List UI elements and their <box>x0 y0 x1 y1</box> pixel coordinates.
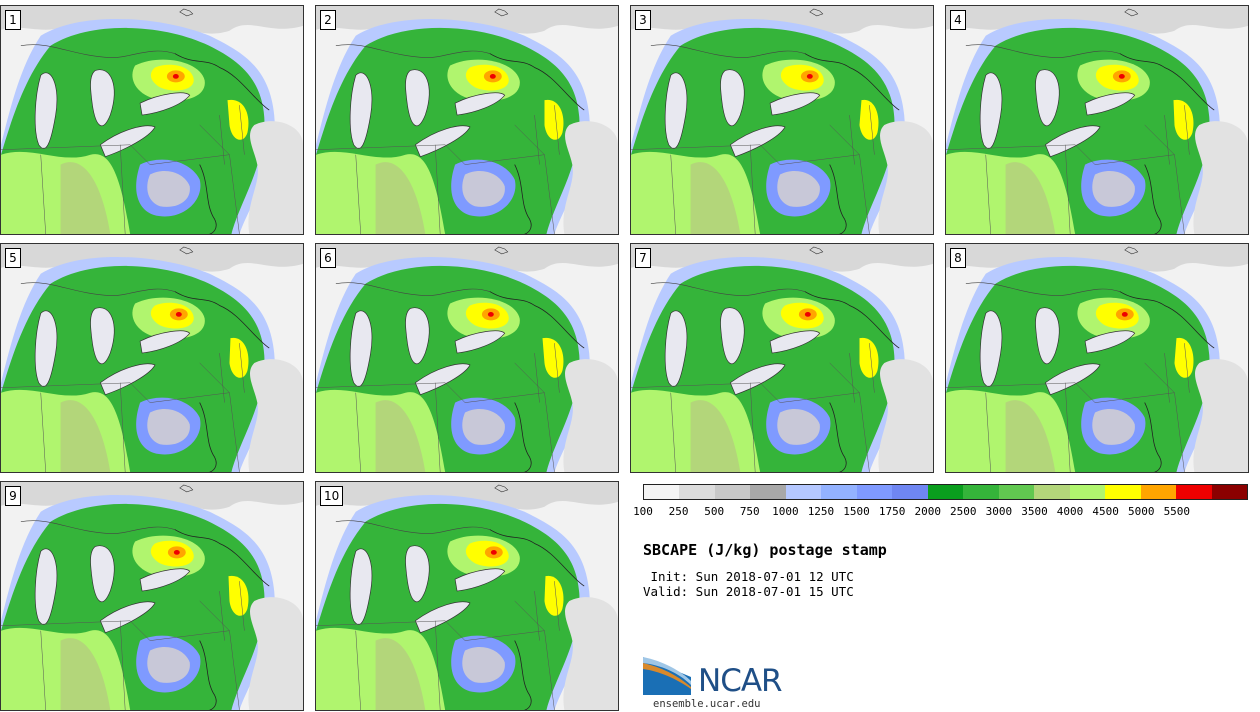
colorbar-swatch <box>644 485 680 499</box>
colorbar-tick-label: 4000 <box>1056 505 1084 518</box>
map-panel: 2 <box>315 5 619 235</box>
member-number: 1 <box>5 10 21 30</box>
colorbar-swatch <box>1105 485 1141 499</box>
map-panel: 8 <box>945 243 1249 473</box>
colorbar-swatch <box>1140 485 1177 499</box>
map-panel: 5 <box>0 243 304 473</box>
member-number: 4 <box>950 10 966 30</box>
map-panel: 4 <box>945 5 1249 235</box>
sbcape-map <box>1 6 303 234</box>
colorbar-swatch <box>892 485 928 499</box>
sbcape-map <box>631 6 933 234</box>
colorbar-tick-label: 100 <box>633 505 653 518</box>
colorbar-tick-label: 2500 <box>950 505 977 518</box>
map-panel: 10 <box>315 481 619 711</box>
member-number: 6 <box>320 248 336 268</box>
sbcape-map <box>946 6 1248 234</box>
colorbar-swatch <box>1034 485 1070 499</box>
member-number: 3 <box>635 10 651 30</box>
init-time: Init: Sun 2018-07-01 12 UTC <box>643 569 854 584</box>
colorbar-swatch <box>927 485 964 499</box>
map-panel: 6 <box>315 243 619 473</box>
sbcape-map <box>946 244 1248 472</box>
colorbar-tick-label: 3500 <box>1021 505 1048 518</box>
colorbar-swatch <box>963 485 999 499</box>
colorbar <box>643 484 1248 500</box>
colorbar-swatch <box>1176 485 1212 499</box>
colorbar-tick-label: 500 <box>704 505 725 518</box>
member-number: 10 <box>320 486 344 506</box>
member-number: 5 <box>5 248 21 268</box>
map-panel: 3 <box>630 5 934 235</box>
colorbar-tick-label: 750 <box>739 505 760 518</box>
member-number: 7 <box>635 248 651 268</box>
sbcape-map <box>1 244 303 472</box>
colorbar-tick-label: 1000 <box>772 505 799 518</box>
sbcape-map <box>316 244 618 472</box>
colorbar-swatch <box>750 485 786 499</box>
colorbar-tick-label: 5500 <box>1163 505 1191 518</box>
logo-wordmark: NCAR <box>698 663 783 699</box>
colorbar-swatch <box>1211 485 1247 499</box>
plot-title: SBCAPE (J/kg) postage stamp <box>643 541 887 559</box>
colorbar-tick-label: 1250 <box>807 505 835 518</box>
colorbar-tick-label: 250 <box>668 505 689 518</box>
colorbar-swatch <box>714 485 751 499</box>
colorbar-swatch <box>998 485 1035 499</box>
member-number: 9 <box>5 486 21 506</box>
map-panel: 7 <box>630 243 934 473</box>
colorbar-ticks: 100 250 500 750 1000 1250 1500 1750 2000 2500 3000… <box>633 505 1248 519</box>
colorbar-tick-label: 4500 <box>1092 505 1119 518</box>
colorbar-swatch <box>1069 485 1106 499</box>
valid-time: Valid: Sun 2018-07-01 15 UTC <box>643 584 854 599</box>
map-panel: 1 <box>0 5 304 235</box>
colorbar-swatch <box>785 485 822 499</box>
sbcape-map <box>316 6 618 234</box>
colorbar-tick-label: 5000 <box>1127 505 1155 518</box>
ncar-logo-icon <box>643 657 691 695</box>
colorbar-tick-label: 3000 <box>985 505 1013 518</box>
sbcape-map <box>1 482 303 710</box>
map-panel: 9 <box>0 481 304 711</box>
colorbar-tick-label: 1500 <box>843 505 870 518</box>
sbcape-map <box>316 482 618 710</box>
colorbar-swatch <box>856 485 893 499</box>
colorbar-tick-label: 1750 <box>878 505 906 518</box>
colorbar-swatch <box>679 485 715 499</box>
colorbar-tick-label: 2000 <box>914 505 941 518</box>
member-number: 2 <box>320 10 336 30</box>
source-url: ensemble.ucar.edu <box>653 698 761 710</box>
sbcape-map <box>631 244 933 472</box>
member-number: 8 <box>950 248 966 268</box>
colorbar-swatch <box>821 485 857 499</box>
